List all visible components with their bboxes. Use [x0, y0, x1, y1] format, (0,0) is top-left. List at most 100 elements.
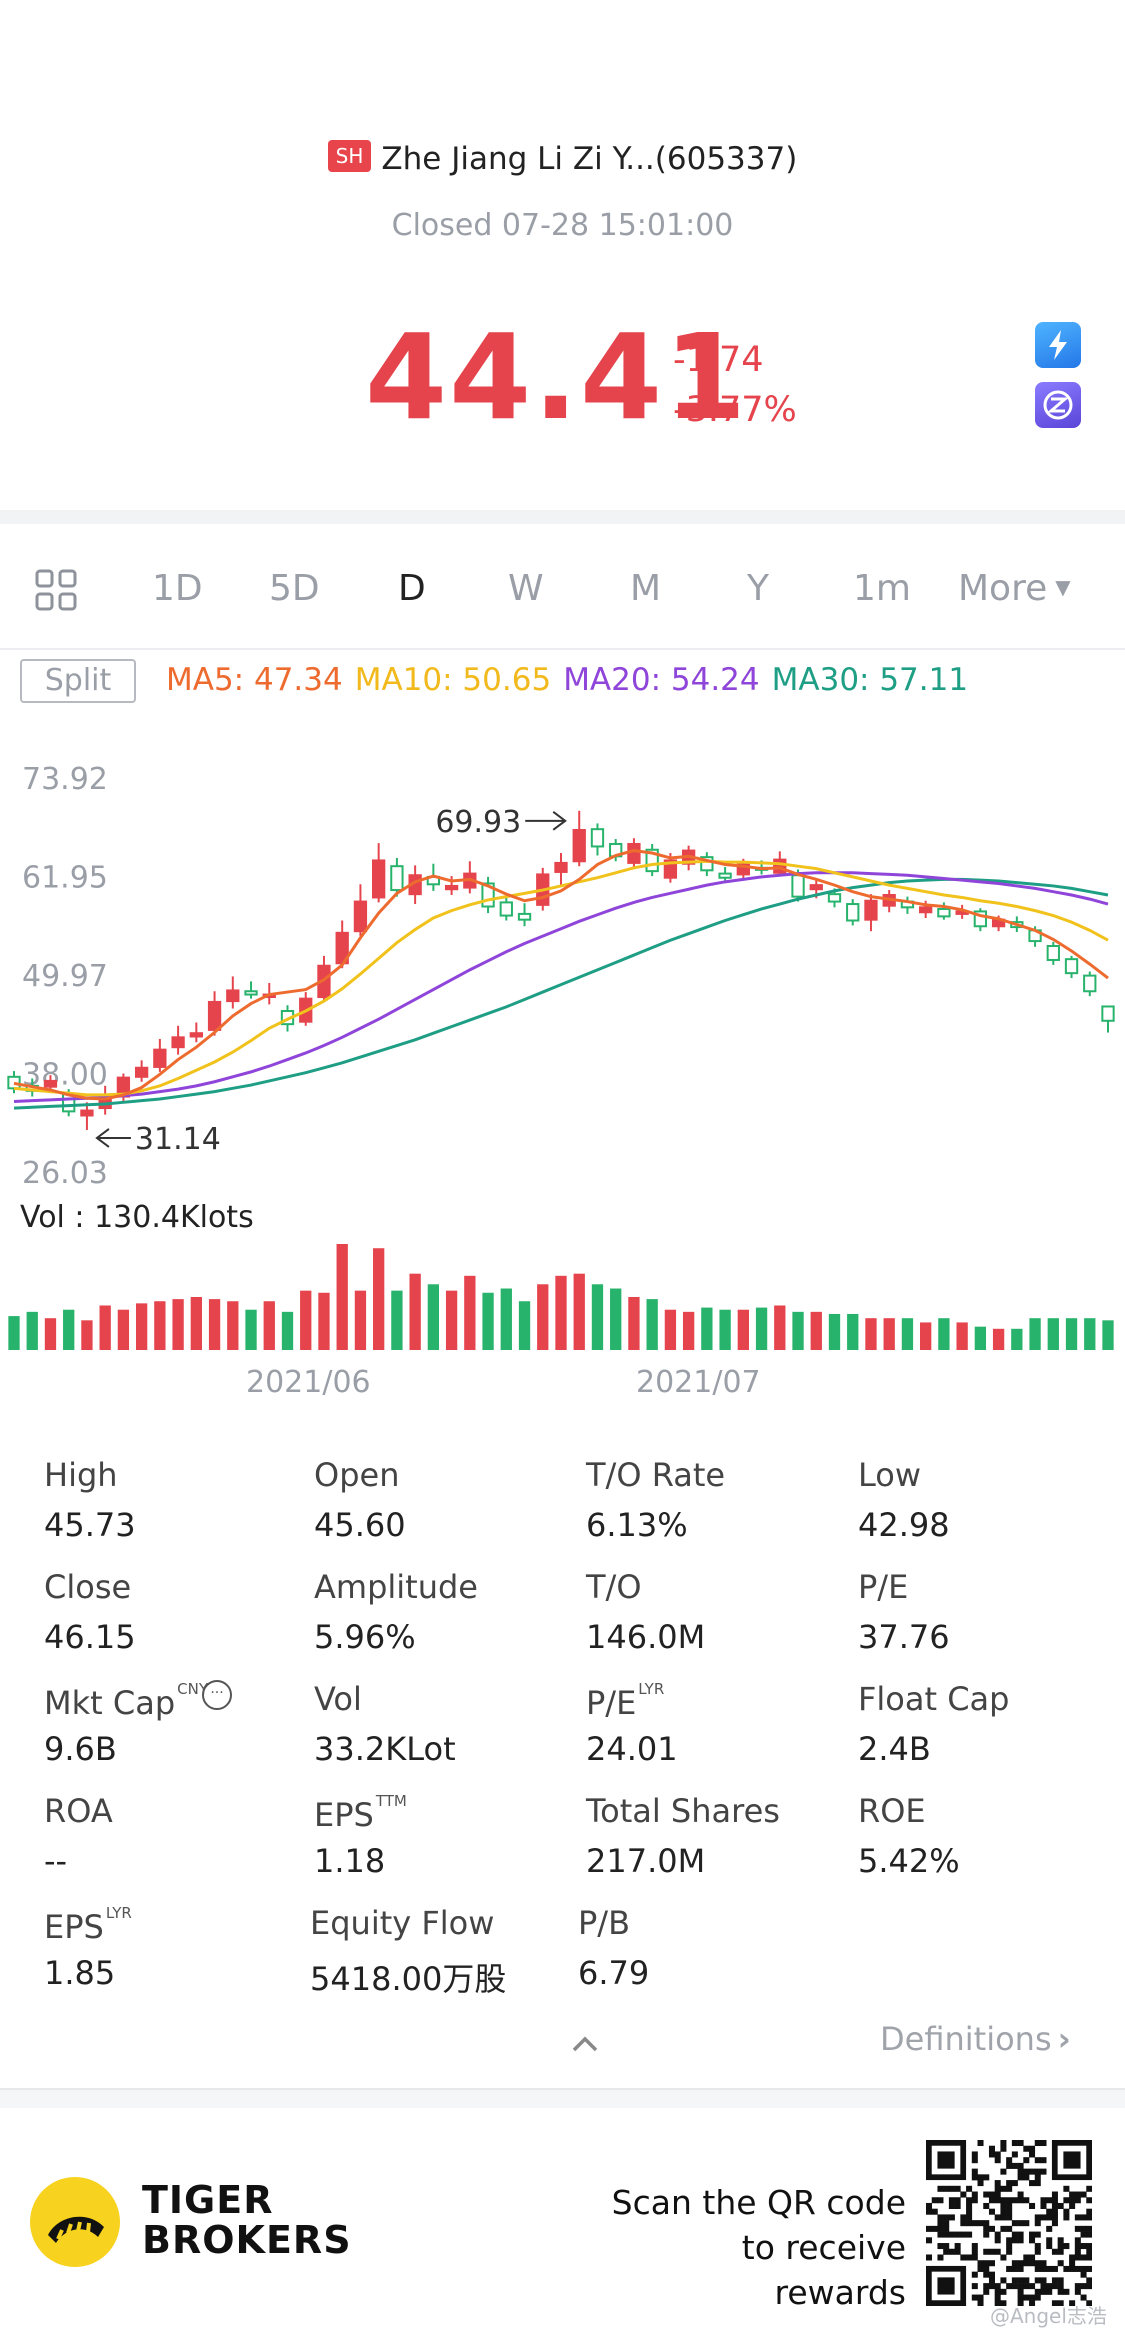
- stat-value: --: [44, 1842, 68, 1880]
- watermark: @Angel志浩: [990, 2304, 1107, 2328]
- stat-label: Open: [314, 1456, 399, 1494]
- x-tick-june: 2021/06: [246, 1365, 371, 1400]
- candle-body: [1083, 974, 1097, 993]
- candle-body: [372, 859, 386, 899]
- stat-label-text: P/E: [858, 1568, 909, 1606]
- candle-body: [919, 906, 933, 914]
- chevron-right-icon: ›: [1057, 2020, 1071, 2058]
- stat-label: Close: [44, 1568, 131, 1606]
- candle-body: [846, 903, 860, 922]
- tab-y[interactable]: Y: [747, 568, 769, 609]
- stat-value: 1.85: [44, 1954, 116, 1992]
- volume-bar: [44, 1318, 57, 1350]
- candle-body: [390, 865, 404, 892]
- stat-label: Float Cap: [858, 1680, 1009, 1718]
- stat-value: 1.18: [314, 1842, 386, 1880]
- volume-bar: [1102, 1320, 1114, 1350]
- volume-bar: [573, 1273, 585, 1350]
- volume-bar: [117, 1309, 130, 1350]
- grid-icon[interactable]: [34, 568, 78, 612]
- volume-bar: [774, 1305, 786, 1350]
- stat-value: 24.01: [586, 1730, 678, 1768]
- volume-bar: [1029, 1318, 1041, 1350]
- tab-1d[interactable]: 1D: [152, 568, 203, 609]
- tab-1m[interactable]: 1m: [853, 568, 911, 609]
- stat-label: EPS LYR: [44, 1904, 132, 1946]
- volume-bar: [737, 1309, 749, 1350]
- volume-bar: [427, 1284, 440, 1350]
- ma20-value: MA20: 54.24: [563, 662, 760, 698]
- volume-bar: [135, 1303, 148, 1350]
- volume-bar: [920, 1322, 932, 1350]
- candle-body: [700, 856, 714, 872]
- stat-label-text: EPS: [44, 1908, 104, 1946]
- candle-body: [827, 893, 842, 903]
- scan-prompt: Scan the QR code to receive rewards: [600, 2180, 906, 2315]
- volume-bar: [1011, 1328, 1023, 1350]
- volume-bar: [610, 1288, 622, 1350]
- stat-label: Low: [858, 1456, 921, 1494]
- stat-value: 9.6B: [44, 1730, 117, 1768]
- candle-body: [517, 912, 532, 921]
- tab-m[interactable]: M: [630, 568, 662, 609]
- info-more-icon[interactable]: ···: [202, 1680, 232, 1710]
- stat-label-text: Close: [44, 1568, 132, 1606]
- volume-bar: [445, 1290, 458, 1350]
- candle-body: [1101, 1005, 1115, 1022]
- candle-body: [736, 863, 750, 876]
- volume-bar: [992, 1328, 1005, 1350]
- tab-more[interactable]: More ▼: [958, 568, 1071, 609]
- tab-d[interactable]: D: [398, 568, 426, 609]
- stock-name: Zhe Jiang Li Zi Y...(605337): [381, 141, 798, 177]
- volume-bar: [373, 1248, 385, 1350]
- candle-body: [572, 828, 586, 863]
- tab-w[interactable]: W: [508, 568, 544, 609]
- candle-body: [645, 848, 659, 873]
- stat-label-text: Total Shares: [586, 1792, 780, 1830]
- volume-bar: [591, 1284, 604, 1350]
- stat-label-superscript: TTM: [375, 1792, 407, 1810]
- chevron-down-icon: ▼: [1055, 575, 1071, 599]
- definitions-link[interactable]: Definitions ›: [880, 2020, 1071, 2058]
- x-tick-july: 2021/07: [636, 1365, 761, 1400]
- stat-label-text: ROE: [858, 1792, 926, 1830]
- candle-body: [791, 874, 805, 898]
- stat-label-text: High: [44, 1456, 118, 1494]
- stat-label: P/E: [858, 1568, 908, 1606]
- stat-label-superscript: CNY: [177, 1680, 208, 1698]
- stat-value: 2.4B: [858, 1730, 931, 1768]
- volume-bar: [755, 1307, 768, 1350]
- z-badge-icon[interactable]: [1035, 382, 1081, 428]
- volume-bar: [336, 1244, 348, 1350]
- y-tick-label: 61.95: [22, 861, 108, 896]
- volume-bar: [883, 1318, 895, 1350]
- chevron-up-icon[interactable]: [568, 2028, 602, 2062]
- stat-label: Total Shares: [586, 1792, 780, 1830]
- candle-body: [153, 1048, 167, 1068]
- price-change-percent: -3.77%: [673, 390, 797, 430]
- ma5-line: [13, 849, 1109, 1101]
- candle-body: [80, 1109, 94, 1117]
- stat-value: 5418.00万股: [310, 1960, 507, 1998]
- lightning-icon[interactable]: [1035, 322, 1081, 368]
- stat-label-text: Open: [314, 1456, 400, 1494]
- scan-line-1: Scan the QR code: [611, 2183, 906, 2222]
- split-button[interactable]: Split: [20, 659, 136, 703]
- volume-bar: [464, 1275, 476, 1350]
- volume-bar: [956, 1322, 968, 1350]
- stat-label-text: Vol: [314, 1680, 362, 1718]
- exchange-badge: SH: [327, 140, 372, 172]
- stat-label-text: P/E: [586, 1684, 637, 1722]
- volume-bar: [865, 1318, 877, 1350]
- volume-bar: [1047, 1318, 1059, 1350]
- price-change: -1.74: [673, 340, 764, 380]
- stat-label-text: EPS: [314, 1796, 374, 1834]
- volume-bar: [409, 1273, 421, 1350]
- stat-value: 45.60: [314, 1506, 406, 1544]
- ma-legend: MA5: 47.34 MA10: 50.65 MA20: 54.24 MA30: 57…: [166, 662, 980, 698]
- quote-header: [0, 0, 1125, 510]
- volume-bar: [664, 1309, 677, 1350]
- ma10-line: [13, 859, 1109, 1097]
- tab-5d[interactable]: 5D: [269, 568, 320, 609]
